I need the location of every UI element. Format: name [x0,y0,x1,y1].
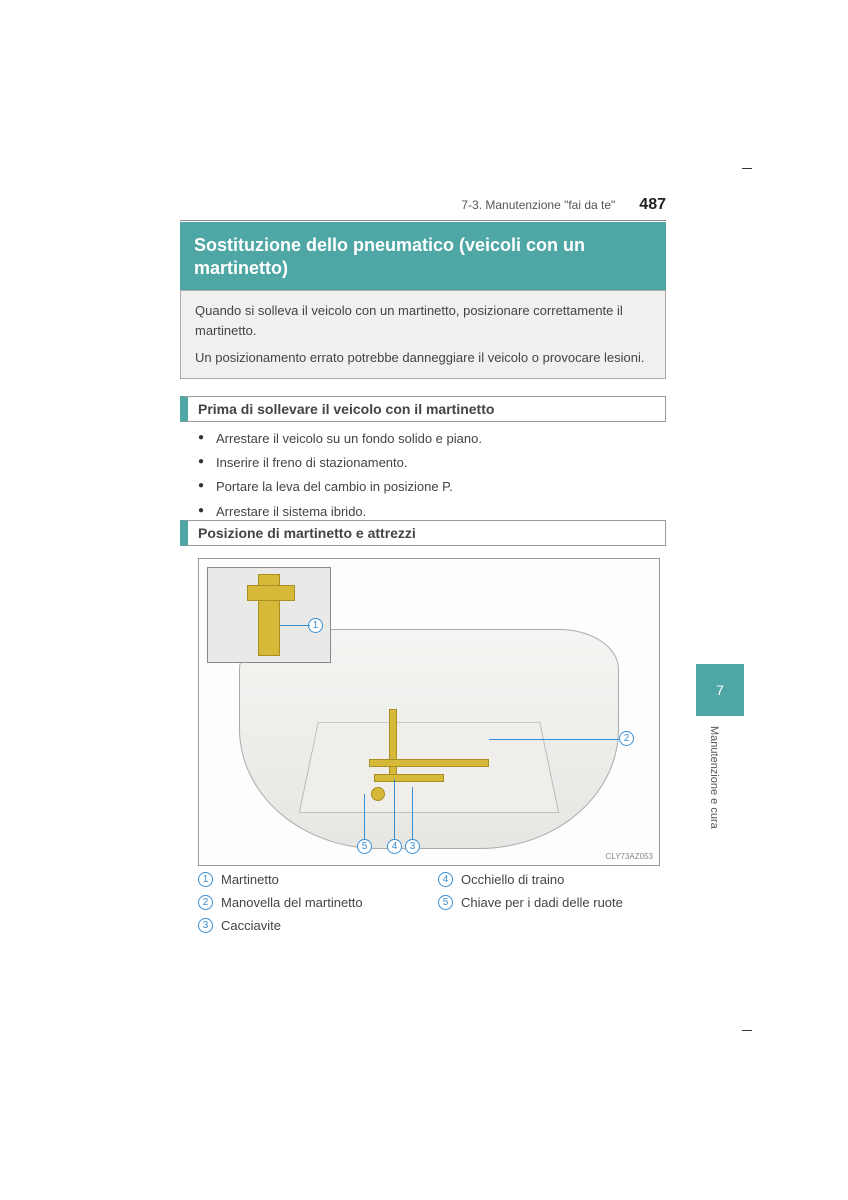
warning-text-1: Quando si solleva il veicolo con un mart… [195,301,651,340]
tool-shape [374,774,444,782]
leader-line [489,739,619,740]
leader-line [394,779,395,839]
list-item: Arrestare il veicolo su un fondo solido … [198,430,666,448]
jack-shape [258,574,280,656]
legend-label: Manovella del martinetto [221,895,363,910]
chapter-label: Manutenzione e cura [708,726,720,829]
list-item: Arrestare il sistema ibrido. [198,503,666,521]
legend-marker: 3 [198,918,213,933]
legend-item-3: 3 Cacciavite [198,918,426,933]
section-heading-before-lifting: Prima di sollevare il veicolo con il mar… [180,396,666,422]
callout-4: 4 [387,839,402,854]
crop-mark [742,168,752,169]
legend-item-4: 4 Occhiello di traino [438,872,666,887]
legend-marker: 4 [438,872,453,887]
breadcrumb: 7-3. Manutenzione "fai da te" [461,198,615,212]
chapter-number: 7 [716,682,724,698]
legend-label: Chiave per i dadi delle ruote [461,895,623,910]
legend-item-1: 1 Martinetto [198,872,426,887]
legend: 1 Martinetto 4 Occhiello di traino 2 Man… [198,872,666,933]
leader-line [364,794,365,839]
leader-line [412,787,413,839]
legend-label: Occhiello di traino [461,872,564,887]
callout-1: 1 [308,618,323,633]
callout-2: 2 [619,731,634,746]
legend-label: Martinetto [221,872,279,887]
legend-marker: 5 [438,895,453,910]
tool-shape [389,709,397,779]
warning-box: Quando si solleva il veicolo con un mart… [180,290,666,379]
tool-location-diagram: 1 2 3 4 5 CLY73AZ053 [198,558,660,866]
tool-shape [371,787,385,801]
diagram-code: CLY73AZ053 [606,852,653,861]
list-item: Portare la leva del cambio in posizione … [198,478,666,496]
page-title: Sostituzione dello pneumatico (veicoli c… [180,222,666,293]
crop-mark [742,1030,752,1031]
inset-diagram: 1 [207,567,331,663]
legend-item-2: 2 Manovella del martinetto [198,895,426,910]
callout-3: 3 [405,839,420,854]
trunk-floor [299,722,560,813]
legend-item-5: 5 Chiave per i dadi delle ruote [438,895,666,910]
section-heading-tool-positions: Posizione di martinetto e attrezzi [180,520,666,546]
list-item: Inserire il freno di stazionamento. [198,454,666,472]
precheck-list: Arrestare il veicolo su un fondo solido … [198,430,666,527]
legend-marker: 1 [198,872,213,887]
page-header: 7-3. Manutenzione "fai da te" 487 [180,196,666,221]
callout-5: 5 [357,839,372,854]
legend-marker: 2 [198,895,213,910]
legend-label: Cacciavite [221,918,281,933]
tool-shape [369,759,489,767]
chapter-tab: 7 [696,664,744,716]
leader-line [280,625,310,626]
warning-text-2: Un posizionamento errato potrebbe danneg… [195,348,651,368]
page-number: 487 [639,196,666,214]
